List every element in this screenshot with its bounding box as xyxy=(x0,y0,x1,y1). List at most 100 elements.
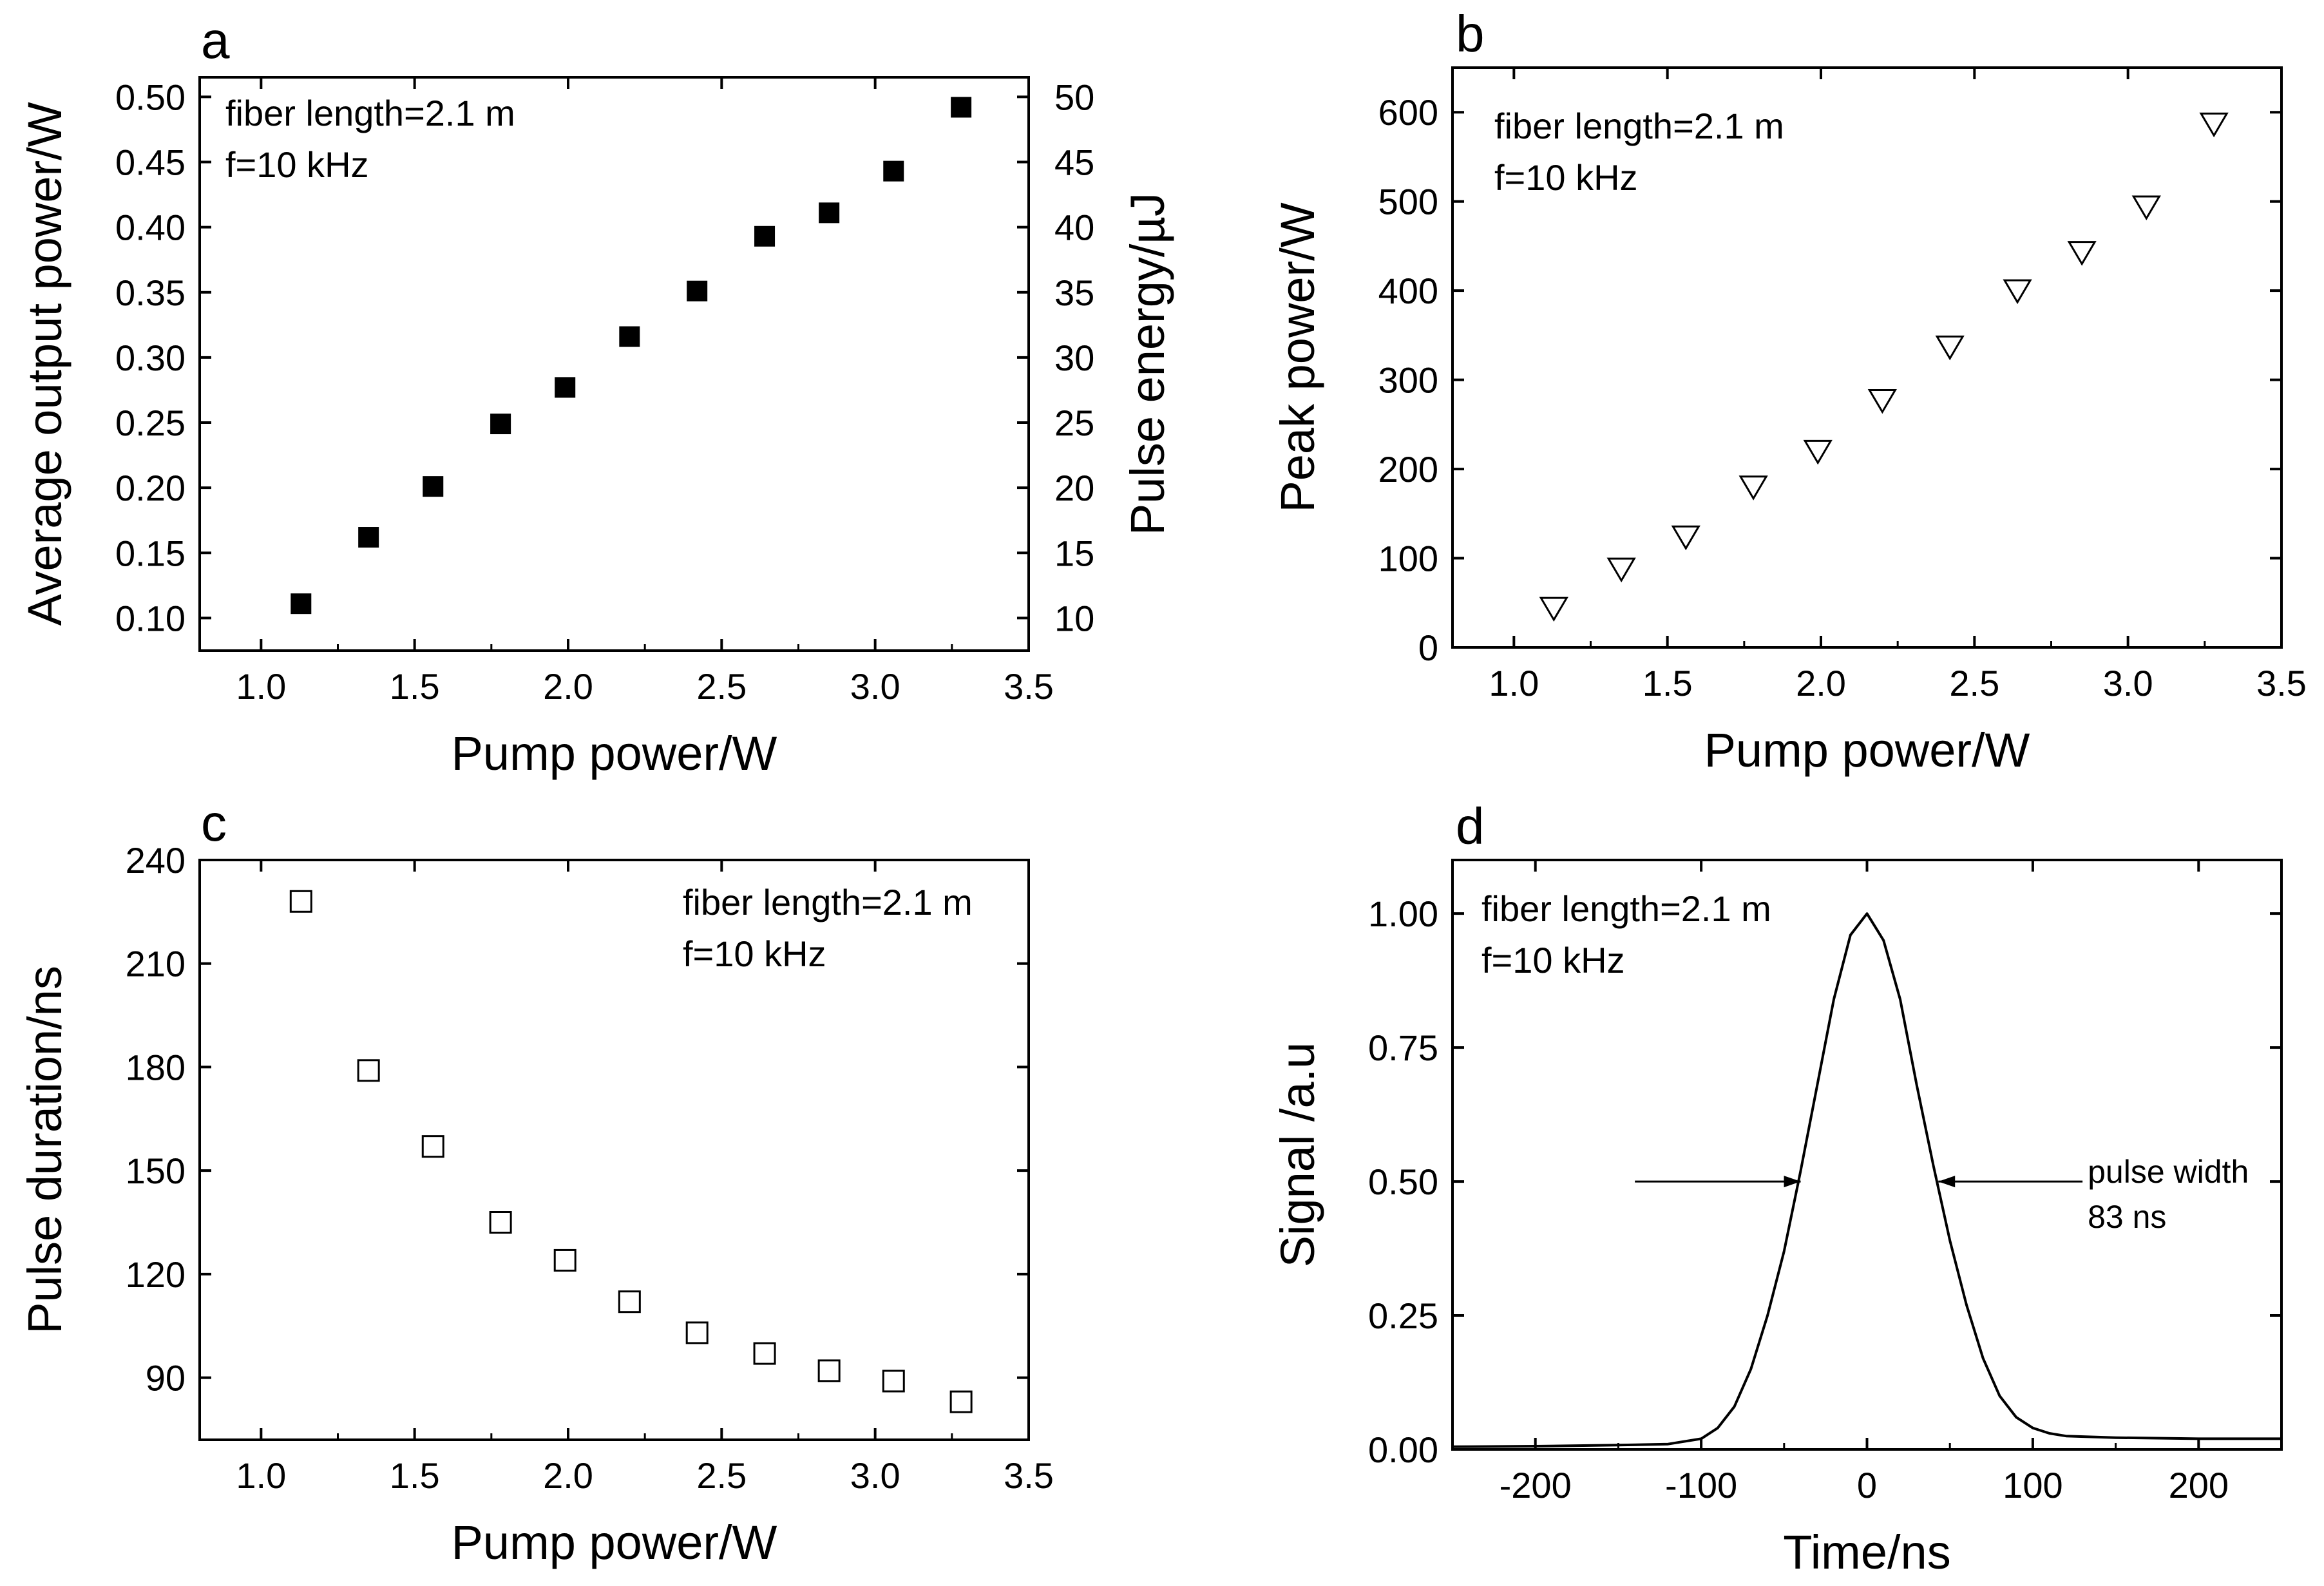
x-axis-title: Pump power/W xyxy=(452,1516,777,1569)
data-point xyxy=(817,1359,841,1382)
x-tick-label: 3.5 xyxy=(1004,666,1054,707)
y-right-tick-label: 20 xyxy=(1054,468,1094,508)
fiber-length-label: fiber length=2.1 m xyxy=(225,93,515,133)
y-right-axis-title: Pulse energy/µJ xyxy=(1121,193,1174,535)
y-tick-label: 0.25 xyxy=(115,403,186,443)
y-tick-label: 0.50 xyxy=(1368,1161,1438,1202)
data-point xyxy=(1539,597,1568,622)
x-tick-label: 200 xyxy=(2169,1465,2229,1505)
data-point xyxy=(951,97,972,118)
data-point xyxy=(1867,388,1897,414)
y-right-tick-label: 10 xyxy=(1054,598,1094,638)
x-tick-label: 3.5 xyxy=(2256,663,2307,703)
y-tick-label: 0.30 xyxy=(115,338,186,378)
frequency-label: f=10 kHz xyxy=(1494,157,1638,198)
plot-frame xyxy=(198,76,1030,652)
panel-letter: c xyxy=(201,794,227,852)
y-tick-label: 0.50 xyxy=(115,77,186,117)
right-arrow-head xyxy=(1938,1176,1956,1188)
y-axis-title: Average output power/W xyxy=(18,102,71,626)
panel-letter: a xyxy=(201,12,230,69)
x-tick-label: 3.0 xyxy=(2103,663,2153,703)
y-right-tick-label: 45 xyxy=(1054,142,1094,182)
data-point xyxy=(882,1370,905,1393)
x-tick-label: 2.5 xyxy=(1949,663,1999,703)
frequency-label: f=10 kHz xyxy=(683,933,826,974)
data-point xyxy=(1738,475,1768,501)
x-tick-label: 100 xyxy=(2003,1465,2062,1505)
data-point xyxy=(490,414,511,435)
x-tick-label: 2.5 xyxy=(696,1455,747,1496)
y-tick-label: 0.35 xyxy=(115,272,186,313)
pulse-width-value: 83 ns xyxy=(2088,1199,2166,1235)
data-point xyxy=(1671,525,1700,551)
data-point xyxy=(2003,279,2032,305)
data-point xyxy=(618,1290,641,1314)
y-tick-label: 120 xyxy=(126,1254,186,1295)
y-tick-label: 100 xyxy=(1378,539,1438,579)
data-point xyxy=(553,1248,576,1272)
x-tick-label: -100 xyxy=(1665,1465,1737,1505)
frequency-label: f=10 kHz xyxy=(225,144,369,185)
x-tick-label: -200 xyxy=(1500,1465,1572,1505)
plot-frame xyxy=(198,859,1030,1441)
data-point xyxy=(949,1390,973,1413)
y-tick-label: 180 xyxy=(126,1047,186,1087)
data-point xyxy=(883,160,904,182)
y-tick-label: 0.00 xyxy=(1368,1429,1438,1470)
y-tick-label: 0.40 xyxy=(115,207,186,248)
y-right-tick-label: 30 xyxy=(1054,338,1094,378)
panel-a: 1.0 1.5 2.0 2.5 3.0 3.5 0.10 0.15 0.20 0.25 0.30 0.… xyxy=(18,12,1174,780)
y-tick-label: 600 xyxy=(1378,92,1438,133)
y-right-tick-label: 25 xyxy=(1054,403,1094,443)
panel-b: 1.0 1.5 2.0 2.5 3.0 3.5 0 100 200 300 400 500 600 Pum… xyxy=(1271,5,2307,777)
y-tick-label: 0.25 xyxy=(1368,1295,1438,1336)
y-axis-title: Pulse duration/ns xyxy=(18,966,71,1334)
y-right-tick-label: 40 xyxy=(1054,207,1094,248)
x-tick-label: 3.0 xyxy=(850,1455,900,1496)
data-point xyxy=(423,476,444,497)
data-point xyxy=(1935,335,1965,361)
y-axis-title: Signal /a.u xyxy=(1271,1042,1324,1268)
fiber-length-label: fiber length=2.1 m xyxy=(1481,888,1771,929)
x-tick-label: 1.0 xyxy=(1489,663,1539,703)
y-tick-label: 300 xyxy=(1378,360,1438,401)
panel-letter: b xyxy=(1456,5,1485,62)
fiber-length-label: fiber length=2.1 m xyxy=(1494,106,1784,146)
data-point xyxy=(685,1321,709,1344)
x-tick-label: 3.0 xyxy=(850,666,900,707)
data-point xyxy=(1606,557,1636,583)
panel-c: 1.0 1.5 2.0 2.5 3.0 3.5 90 120 150 180 210 240 Pump … xyxy=(18,794,1054,1569)
data-point xyxy=(2067,241,2097,266)
y-axis-title: Peak power/W xyxy=(1271,202,1324,512)
data-point xyxy=(289,890,312,913)
x-tick-label: 3.5 xyxy=(1004,1455,1054,1496)
y-tick-label: 90 xyxy=(146,1358,186,1399)
y-tick-label: 150 xyxy=(126,1151,186,1191)
y-tick-label: 240 xyxy=(126,840,186,881)
pulse-waveform-line xyxy=(1452,912,2281,1448)
panel-d: -200 -100 0 100 200 0.00 0.25 0.50 0.75 1.00 Time/… xyxy=(1271,798,2283,1579)
x-axis-title: Pump power/W xyxy=(1704,723,2030,777)
y-tick-label: 0.75 xyxy=(1368,1027,1438,1068)
data-point xyxy=(819,202,840,224)
y-tick-label: 0.45 xyxy=(115,142,186,182)
data-point xyxy=(619,326,640,347)
x-tick-label: 0 xyxy=(1857,1465,1877,1505)
data-point xyxy=(358,527,379,548)
pulse-width-label: pulse width xyxy=(2088,1154,2249,1190)
data-point xyxy=(489,1211,512,1234)
y-tick-label: 200 xyxy=(1378,449,1438,490)
y-tick-label: 0.15 xyxy=(115,533,186,573)
data-point xyxy=(753,1342,776,1365)
y-tick-label: 1.00 xyxy=(1368,893,1438,934)
x-tick-label: 2.0 xyxy=(1796,663,1846,703)
x-axis-title: Time/ns xyxy=(1783,1525,1950,1579)
data-point xyxy=(687,280,708,301)
y-right-tick-label: 50 xyxy=(1054,77,1094,117)
data-point xyxy=(2131,195,2161,220)
x-tick-label: 1.0 xyxy=(236,666,286,707)
frequency-label: f=10 kHz xyxy=(1481,940,1625,980)
data-point xyxy=(1803,439,1833,465)
x-tick-label: 2.0 xyxy=(543,1455,593,1496)
